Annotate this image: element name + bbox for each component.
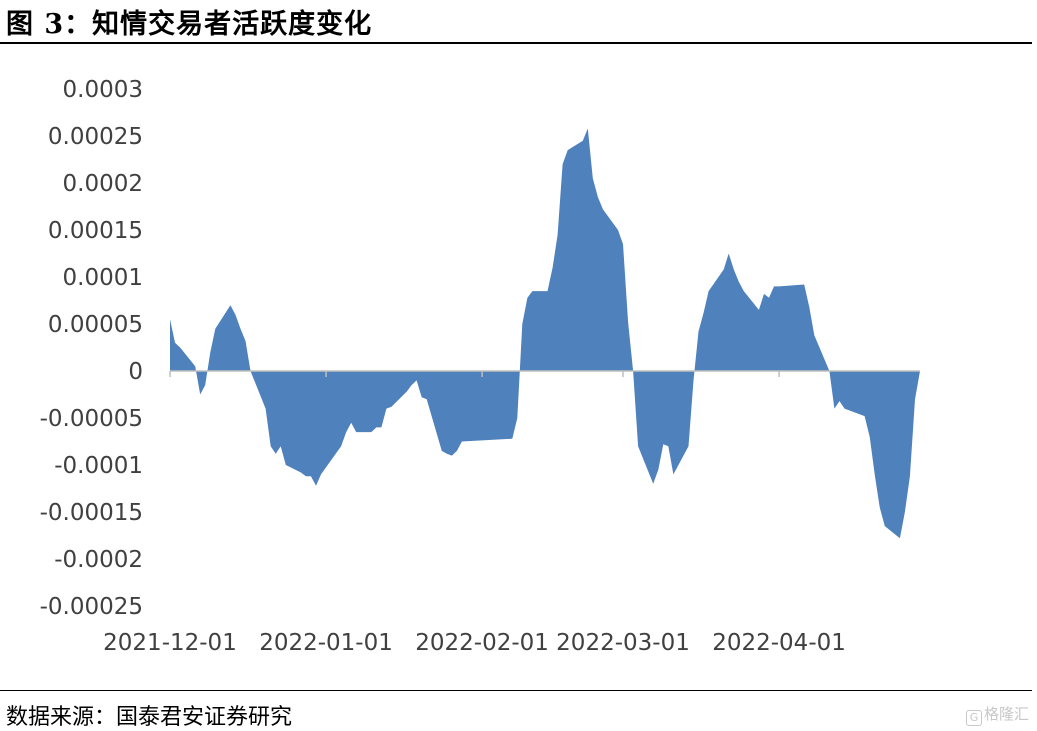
y-tick-label: 0: [128, 359, 143, 385]
watermark-logo-icon: G: [965, 710, 982, 726]
y-tick-label: 0.00025: [48, 124, 143, 150]
watermark-text: 格隆汇: [983, 705, 1029, 723]
title-divider: [0, 42, 1032, 44]
y-tick-label: -0.0002: [54, 547, 143, 573]
y-tick-label: 0.00015: [48, 218, 143, 244]
x-axis: [169, 370, 920, 377]
page-title: 图 3：知情交易者活跃度变化: [6, 9, 373, 40]
x-tick-label: 2022-01-01: [259, 630, 393, 656]
y-tick-label: -0.00025: [40, 594, 143, 620]
y-tick-label: -0.0001: [54, 453, 143, 479]
y-tick-label: 0.00005: [48, 312, 143, 338]
source-note: 数据来源：国泰君安证券研究: [6, 705, 293, 730]
x-tick-label: 2022-02-01: [415, 630, 549, 656]
footer-divider: [0, 690, 1032, 691]
area-series: [170, 128, 920, 539]
y-tick-label: 0.0002: [63, 171, 143, 197]
x-tick-label: 2021-12-01: [103, 630, 237, 656]
y-tick-label: -0.00015: [40, 500, 143, 526]
area-chart: 0.0003 0.00025 0.0002 0.00015 0.0001 0.00005 0…: [40, 77, 920, 656]
y-tick-label: -0.00005: [40, 406, 143, 432]
y-tick-label: 0.0001: [63, 265, 143, 291]
x-tick-label: 2022-03-01: [556, 630, 690, 656]
x-tick-label: 2022-04-01: [712, 630, 846, 656]
y-tick-label: 0.0003: [63, 77, 143, 103]
x-axis-labels: 2021-12-01 2022-01-01 2022-02-01 2022-03-01…: [103, 630, 846, 656]
y-axis-labels: 0.0003 0.00025 0.0002 0.00015 0.0001 0.00005 0…: [40, 77, 143, 620]
watermark: G 格隆汇: [965, 703, 1029, 726]
